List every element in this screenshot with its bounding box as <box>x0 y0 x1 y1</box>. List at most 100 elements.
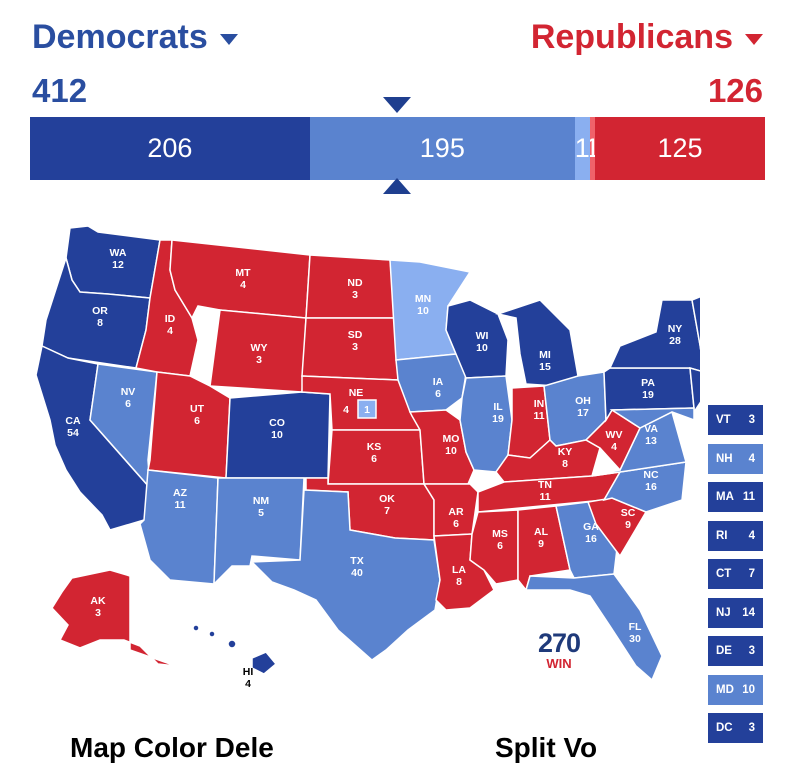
state-ev: 8 <box>456 576 462 588</box>
state-mo[interactable] <box>408 409 475 485</box>
state-ev: 8 <box>97 317 103 329</box>
bar-segment-lean-dem[interactable]: 1 <box>574 117 590 180</box>
bar-segment-safe-rep[interactable]: 125 <box>595 117 765 180</box>
state-new-england <box>691 295 700 351</box>
state-abbr: CA <box>65 415 81 427</box>
state-abbr: IN <box>534 398 545 410</box>
small-state-abbr: DC <box>716 722 733 734</box>
state-ev: 10 <box>271 429 283 441</box>
state-ev: 9 <box>538 538 544 550</box>
state-mi[interactable] <box>495 299 579 387</box>
small-state-ev: 4 <box>748 529 755 542</box>
state-hi[interactable] <box>251 651 278 675</box>
small-state-ev: 11 <box>742 491 755 503</box>
state-fl[interactable] <box>525 573 663 682</box>
state-ut[interactable] <box>147 371 231 479</box>
small-state-abbr: DE <box>716 645 732 657</box>
state-hi-island[interactable] <box>208 630 216 638</box>
state-ev: 4 <box>240 279 246 291</box>
state-abbr: ID <box>165 313 176 325</box>
state-ev: 30 <box>629 633 641 645</box>
state-ev: 40 <box>351 567 363 579</box>
small-state-ct[interactable]: CT 7 <box>708 559 763 589</box>
small-state-ev: 3 <box>748 722 755 734</box>
democrats-dropdown[interactable]: Democrats <box>32 18 238 57</box>
small-state-nh[interactable]: NH 4 <box>708 443 763 474</box>
state-il[interactable] <box>459 375 513 473</box>
state-nj-shape <box>689 366 700 415</box>
small-state-ri[interactable]: RI 4 <box>708 520 763 551</box>
state-abbr: MO <box>443 433 460 445</box>
bar-segment-safe-dem[interactable]: 206 <box>30 117 310 180</box>
small-state-de[interactable]: DE 3 <box>708 636 763 666</box>
bar-segment-lean-rep[interactable]: 1 <box>589 117 596 180</box>
state-sd[interactable] <box>301 317 399 381</box>
small-state-abbr: MA <box>716 491 734 503</box>
chevron-down-icon <box>745 34 763 45</box>
republicans-total: 126 <box>707 72 763 109</box>
state-ev: 4 <box>245 678 251 690</box>
state-ev: 13 <box>645 435 657 447</box>
bar-segment-likely-dem[interactable]: 195 <box>309 117 575 180</box>
state-abbr: TX <box>350 555 363 567</box>
small-state-ev: 4 <box>748 452 755 465</box>
state-ev: 3 <box>95 607 101 619</box>
state-ne-district-2[interactable] <box>357 399 377 419</box>
state-abbr: SD <box>348 329 363 341</box>
state-ev: 17 <box>577 407 589 419</box>
small-state-ma[interactable]: MA 11 <box>708 482 763 512</box>
state-hi-island[interactable] <box>192 624 200 632</box>
state-abbr: AZ <box>173 487 188 499</box>
state-ak[interactable] <box>51 569 177 667</box>
state-ky[interactable] <box>495 438 601 483</box>
state-tx[interactable] <box>250 489 441 661</box>
state-abbr: AK <box>90 595 106 607</box>
small-state-abbr: MD <box>716 683 734 696</box>
state-hi-island[interactable] <box>227 639 237 649</box>
small-state-nj[interactable]: NJ 14 <box>708 597 763 628</box>
state-co[interactable] <box>225 391 331 479</box>
state-ev: 54 <box>67 427 79 439</box>
270towin-logo: 270 WIN <box>534 630 584 671</box>
state-abbr: PA <box>641 377 655 389</box>
state-labels: WA 12 OR 8 CA 54 NV 6 ID 4 MT 4 WY 3 UT … <box>65 247 682 690</box>
small-state-md[interactable]: MD 10 <box>708 674 763 705</box>
small-state-ev: 14 <box>742 606 755 619</box>
state-abbr: NE <box>349 387 364 399</box>
state-ev: 3 <box>352 289 358 301</box>
state-abbr: MN <box>415 293 431 305</box>
state-ia[interactable] <box>395 353 467 413</box>
us-electoral-map: ME 2 1 1 WA 12 OR 8 CA 54 NV 6 ID 4 MT 4… <box>35 225 700 690</box>
small-state-vt[interactable]: VT 3 <box>708 405 763 435</box>
chevron-down-icon <box>219 34 238 45</box>
small-state-abbr: VT <box>716 414 731 426</box>
split-votes-heading: Split Vo <box>495 732 598 763</box>
state-abbr: HI <box>243 666 254 678</box>
state-abbr: MS <box>492 528 508 540</box>
state-ev: 3 <box>256 354 262 366</box>
state-ny[interactable] <box>608 299 700 372</box>
electoral-vote-bar: 206 195 1 1 125 <box>30 117 765 180</box>
state-ev: 10 <box>445 445 457 457</box>
state-abbr: KS <box>367 441 382 453</box>
state-abbr: AL <box>534 526 549 538</box>
democrats-total: 412 <box>32 72 88 109</box>
state-ev: 6 <box>453 518 459 530</box>
small-state-ev: 3 <box>748 645 755 657</box>
state-ev: 16 <box>585 533 597 545</box>
logo-number: 270 <box>537 628 581 658</box>
state-abbr: WY <box>251 342 268 354</box>
small-state-dc[interactable]: DC 3 <box>708 713 763 743</box>
state-abbr: SC <box>621 507 636 519</box>
state-abbr: GA <box>583 521 599 533</box>
state-abbr: IL <box>493 401 503 413</box>
state-ev: 7 <box>384 505 390 517</box>
state-ev: 8 <box>562 458 568 470</box>
state-ev: 12 <box>112 259 124 271</box>
republicans-dropdown[interactable]: Republicans <box>531 18 763 57</box>
state-ev: 9 <box>625 519 631 531</box>
state-abbr: FL <box>629 621 642 633</box>
state-abbr: OR <box>92 305 108 317</box>
state-ev: 15 <box>539 361 551 373</box>
270-marker-top-icon <box>383 97 411 113</box>
